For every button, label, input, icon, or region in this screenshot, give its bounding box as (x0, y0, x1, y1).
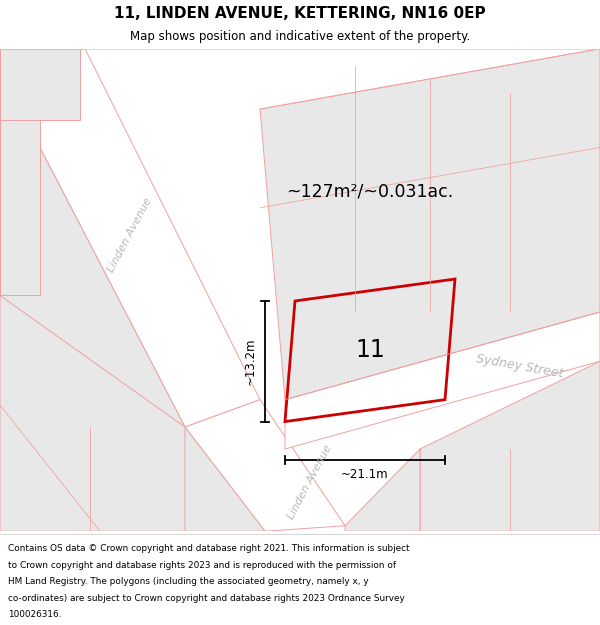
Text: Contains OS data © Crown copyright and database right 2021. This information is : Contains OS data © Crown copyright and d… (8, 544, 410, 553)
Text: ~21.1m: ~21.1m (341, 468, 389, 481)
Polygon shape (0, 49, 40, 296)
Polygon shape (0, 49, 80, 120)
Polygon shape (260, 49, 600, 399)
Text: Linden Avenue: Linden Avenue (106, 196, 154, 274)
Polygon shape (285, 312, 600, 449)
Text: 100026316.: 100026316. (8, 610, 61, 619)
Text: 11, LINDEN AVENUE, KETTERING, NN16 0EP: 11, LINDEN AVENUE, KETTERING, NN16 0EP (114, 6, 486, 21)
Polygon shape (0, 296, 185, 531)
Polygon shape (0, 49, 260, 427)
Text: Sydney Street: Sydney Street (475, 352, 565, 381)
Text: ~127m²/~0.031ac.: ~127m²/~0.031ac. (286, 182, 454, 200)
Text: 11: 11 (355, 338, 385, 362)
Text: Map shows position and indicative extent of the property.: Map shows position and indicative extent… (130, 30, 470, 43)
Polygon shape (0, 49, 265, 531)
Polygon shape (345, 449, 420, 531)
Text: co-ordinates) are subject to Crown copyright and database rights 2023 Ordnance S: co-ordinates) are subject to Crown copyr… (8, 594, 405, 602)
Polygon shape (185, 399, 345, 531)
Polygon shape (420, 361, 600, 531)
Polygon shape (0, 49, 85, 71)
Text: HM Land Registry. The polygons (including the associated geometry, namely x, y: HM Land Registry. The polygons (includin… (8, 578, 368, 586)
Text: to Crown copyright and database rights 2023 and is reproduced with the permissio: to Crown copyright and database rights 2… (8, 561, 396, 570)
Text: Linden Avenue: Linden Avenue (286, 443, 334, 521)
Text: ~13.2m: ~13.2m (244, 338, 257, 385)
